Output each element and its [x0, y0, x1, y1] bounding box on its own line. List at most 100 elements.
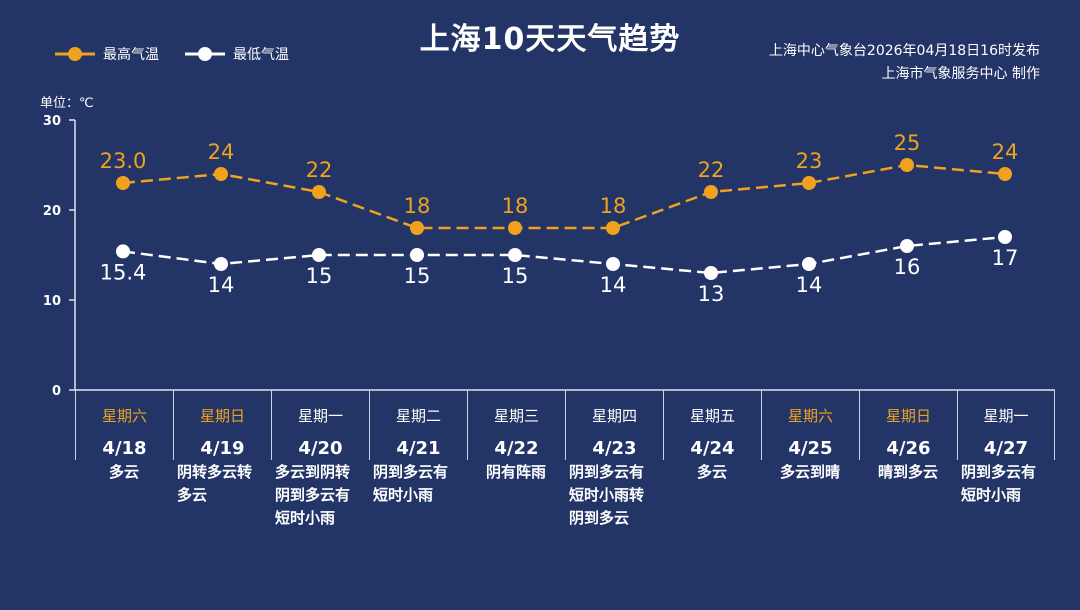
weather-description: 多云到晴 [779, 463, 840, 481]
day-column: 星期四 4/23 阴到多云有短时小雨转阴到多云 [565, 390, 663, 530]
weather-description: 阴到多云有短时小雨转阴到多云 [569, 463, 645, 527]
day-column: 星期二 4/21 阴到多云有短时小雨 [369, 390, 467, 530]
y-tick-label: 20 [43, 204, 61, 219]
high-temp-point [802, 176, 816, 190]
legend-high-label: 最高气温 [103, 47, 159, 63]
low-temp-label: 14 [796, 273, 823, 297]
day-columns: 星期六 4/18 多云 星期日 4/19 阴转多云转多云 星期一 4/20 多云… [75, 390, 1055, 530]
weekday-label: 星期二 [395, 407, 441, 425]
weekday-label: 星期六 [101, 407, 147, 425]
day-header: 星期一 4/27 [957, 390, 1055, 460]
high-temp-point [998, 167, 1012, 181]
date-label: 4/24 [690, 438, 735, 459]
low-temp-point [802, 257, 816, 271]
low-temp-label: 14 [600, 273, 627, 297]
low-temp-label: 15.4 [100, 260, 147, 284]
legend-low-label: 最低气温 [233, 47, 289, 63]
day-column: 星期六 4/18 多云 [75, 390, 173, 530]
legend-high: 最高气温 [55, 44, 159, 64]
weather-description: 多云 [108, 463, 139, 481]
weekday-label: 星期五 [689, 407, 735, 425]
high-temp-label: 18 [404, 194, 431, 218]
high-temp-label: 25 [894, 131, 921, 155]
high-temp-label: 24 [992, 140, 1019, 164]
high-temp-point [900, 158, 914, 172]
date-label: 4/20 [298, 438, 343, 459]
date-label: 4/25 [788, 438, 833, 459]
high-temp-label: 23.0 [100, 149, 147, 173]
y-tick-label: 0 [52, 384, 61, 399]
day-header: 星期一 4/20 [271, 390, 369, 460]
high-temp-point [116, 176, 130, 190]
weather-description: 阴到多云有短时小雨 [373, 463, 449, 504]
day-column: 星期日 4/19 阴转多云转多云 [173, 390, 271, 530]
high-temp-point [508, 221, 522, 235]
high-temp-label: 18 [600, 194, 627, 218]
low-temp-point [214, 257, 228, 271]
day-column: 星期五 4/24 多云 [663, 390, 761, 530]
date-label: 4/23 [592, 438, 637, 459]
high-temp-point [214, 167, 228, 181]
weather-description: 多云 [696, 463, 727, 481]
day-header: 星期二 4/21 [369, 390, 467, 460]
day-header: 星期日 4/26 [859, 390, 957, 460]
low-temp-label: 15 [306, 264, 333, 288]
high-temp-line [122, 163, 1006, 230]
low-temp-label: 15 [404, 264, 431, 288]
weekday-label: 星期三 [493, 407, 539, 425]
source-line-1: 上海中心气象台2026年04月18日16时发布 [768, 43, 1040, 59]
source-line-2: 上海市气象服务中心 制作 [881, 66, 1040, 82]
high-temp-point [704, 185, 718, 199]
date-label: 4/27 [983, 438, 1029, 459]
y-tick-label: 10 [43, 294, 61, 309]
low-temp-point [606, 257, 620, 271]
low-temp-point [704, 266, 718, 280]
day-header: 星期五 4/24 [663, 390, 761, 460]
weekday-label: 星期四 [591, 407, 637, 425]
low-temp-point [116, 244, 130, 259]
high-marker-icon [55, 47, 95, 61]
high-temp-label: 24 [208, 140, 235, 164]
high-temp-point [410, 221, 424, 235]
weather-description: 多云到阴转阴到多云有短时小雨 [275, 463, 351, 527]
date-label: 4/19 [200, 438, 245, 459]
day-header: 星期日 4/19 [173, 390, 271, 460]
low-marker-icon [185, 47, 225, 61]
weekday-label: 星期一 [983, 407, 1029, 425]
low-temp-point [508, 248, 522, 262]
y-tick-label: 30 [43, 114, 61, 129]
day-column: 星期三 4/22 阴有阵雨 [467, 390, 565, 530]
legend: 最高气温 最低气温 [55, 44, 289, 64]
high-temp-label: 22 [698, 158, 725, 182]
low-temp-point [900, 239, 914, 253]
low-temp-point [410, 248, 424, 262]
high-temp-label: 22 [306, 158, 333, 182]
weekday-label: 星期日 [885, 407, 931, 425]
date-label: 4/22 [494, 438, 539, 459]
source-info: 上海中心气象台2026年04月18日16时发布 上海市气象服务中心 制作 [769, 40, 1040, 86]
unit-label: 单位：℃ [40, 96, 94, 111]
weather-description: 阴有阵雨 [485, 463, 546, 481]
low-temp-label: 14 [208, 273, 235, 297]
day-column: 星期日 4/26 晴到多云 [859, 390, 957, 530]
low-temp-line [122, 235, 1006, 275]
high-temp-point [312, 185, 326, 199]
low-temp-point [998, 230, 1012, 244]
low-temp-label: 13 [698, 282, 725, 306]
weather-description: 阴到多云有短时小雨 [961, 463, 1037, 504]
date-label: 4/18 [102, 438, 147, 459]
page-title: 上海10天天气趋势 [419, 22, 681, 57]
day-header: 星期四 4/23 [565, 390, 663, 460]
day-column: 星期一 4/20 多云到阴转阴到多云有短时小雨 [271, 390, 369, 530]
weather-description: 阴转多云转多云 [177, 463, 253, 504]
day-header: 星期三 4/22 [467, 390, 565, 460]
weekday-label: 星期六 [787, 407, 833, 425]
low-temp-label: 17 [992, 246, 1019, 270]
low-temp-label: 15 [502, 264, 529, 288]
low-temp-label: 16 [894, 255, 921, 279]
low-temp-point [312, 248, 326, 262]
day-header: 星期六 4/25 [761, 390, 859, 460]
day-header: 星期六 4/18 [75, 390, 173, 460]
legend-low: 最低气温 [185, 44, 289, 64]
